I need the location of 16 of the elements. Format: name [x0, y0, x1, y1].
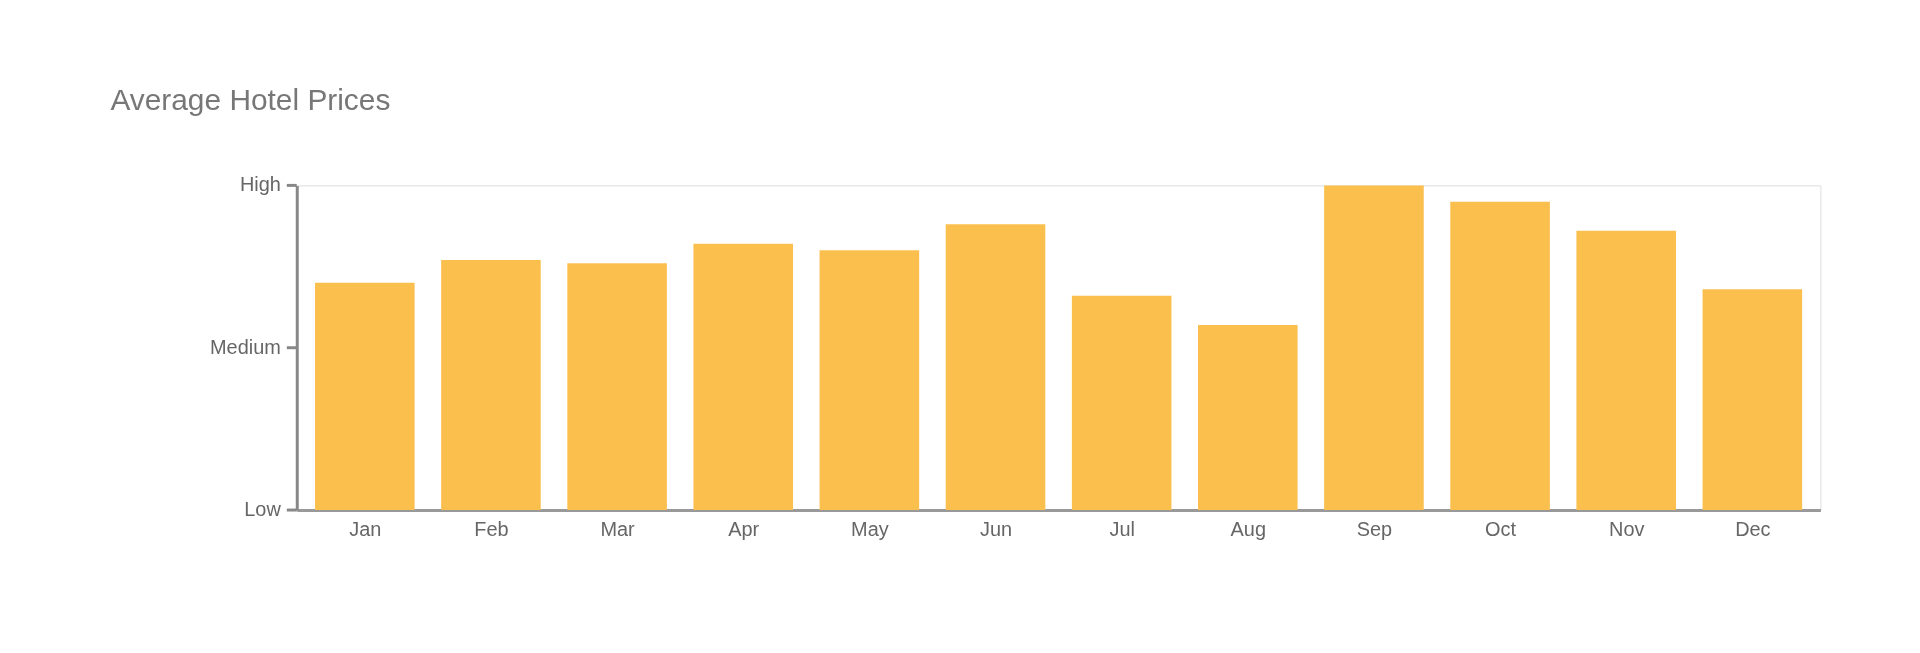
x-tick-label: May: [851, 518, 889, 541]
x-tick-label: Dec: [1735, 518, 1771, 541]
x-tick-label: Aug: [1230, 518, 1267, 541]
x-tick-label: Oct: [1485, 518, 1517, 541]
text: Low: [244, 498, 282, 521]
x-tick-label: Apr: [728, 518, 760, 541]
text: High: [239, 173, 281, 196]
x-tick-label: Mar: [600, 518, 636, 541]
text: Medium: [210, 335, 281, 358]
x-tick-label: Feb: [474, 518, 509, 541]
x-tick-label: Jan: [349, 518, 382, 541]
x-tick-label: Sep: [1356, 518, 1393, 541]
chart-title: Average Hotel Prices: [110, 82, 391, 116]
x-tick-label: Jul: [1109, 518, 1135, 541]
x-tick-label: Nov: [1609, 518, 1645, 541]
x-tick-label: Jun: [979, 518, 1013, 541]
